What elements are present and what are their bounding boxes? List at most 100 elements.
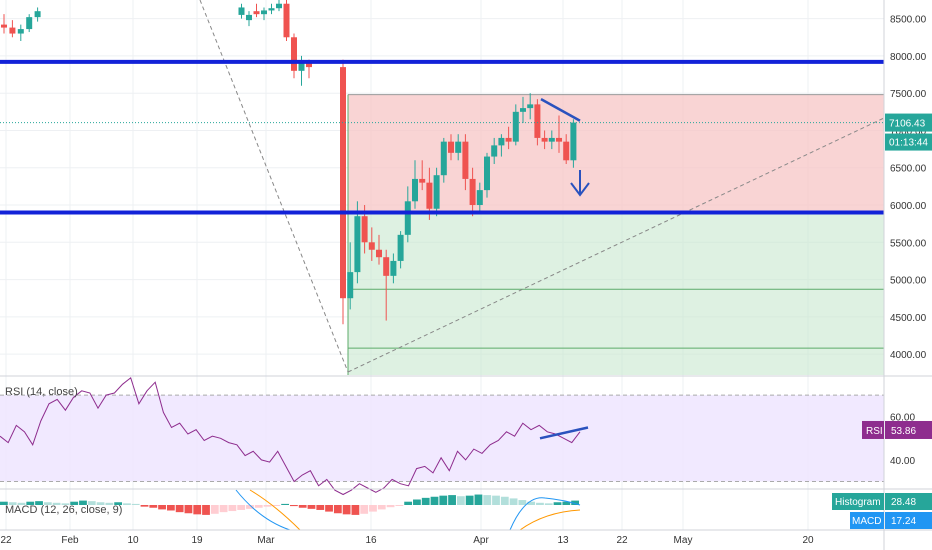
histogram-tag-name bbox=[832, 493, 884, 510]
histogram-value-tag bbox=[885, 493, 932, 510]
macd-histogram-bar bbox=[448, 495, 456, 505]
macd-histogram-bar bbox=[272, 505, 281, 506]
candle-body bbox=[397, 234, 404, 261]
candle-body bbox=[361, 216, 368, 243]
candle-body bbox=[455, 141, 462, 153]
macd-signal-line-right bbox=[519, 509, 581, 531]
macd-histogram-bar bbox=[395, 505, 404, 506]
rsi-tag-label: RSI bbox=[866, 426, 883, 437]
countdown-label: 01:13:44 bbox=[889, 138, 928, 149]
macd-histogram-bar bbox=[237, 505, 246, 510]
macd-histogram-bar bbox=[123, 503, 131, 505]
macd-histogram-bar bbox=[254, 505, 263, 508]
candle-body bbox=[448, 141, 454, 153]
macd-histogram-bar bbox=[571, 500, 579, 505]
candle-body bbox=[498, 137, 505, 146]
macd-panel bbox=[0, 489, 581, 531]
macd-histogram-bar bbox=[544, 503, 553, 505]
candle-body bbox=[368, 242, 375, 250]
macd-histogram-bar bbox=[70, 501, 79, 505]
trend-line-up bbox=[347, 117, 885, 373]
price-tick-label: 7500.00 bbox=[890, 89, 927, 100]
macd-tag-name bbox=[850, 512, 884, 529]
macd-histogram-bar bbox=[518, 500, 527, 505]
macd-histogram-bar bbox=[413, 499, 421, 505]
macd-histogram-bar bbox=[79, 500, 87, 505]
last-price-label: 7106.43 bbox=[889, 119, 926, 130]
candle-body bbox=[26, 17, 33, 30]
candle-body bbox=[261, 10, 267, 15]
x-tick-label: 22 bbox=[616, 535, 628, 546]
candle-body bbox=[276, 3, 282, 9]
rsi-panel bbox=[0, 376, 884, 496]
rsi-indicator-label[interactable]: RSI (14, close) bbox=[5, 386, 78, 398]
macd-histogram-bar bbox=[140, 505, 149, 507]
candle-body bbox=[253, 11, 260, 15]
macd-histogram-bar bbox=[281, 503, 289, 505]
macd-histogram-bar bbox=[562, 501, 571, 505]
price-tick-label: 8500.00 bbox=[890, 15, 927, 26]
x-tick-label: Feb bbox=[61, 535, 79, 546]
candle-body bbox=[383, 257, 390, 276]
histogram-value: 28.48 bbox=[891, 497, 916, 508]
macd-histogram-bar bbox=[8, 502, 17, 505]
macd-histogram-bar bbox=[492, 495, 500, 505]
macd-histogram-bar bbox=[43, 502, 52, 505]
macd-histogram-bar bbox=[553, 502, 562, 505]
macd-histogram-bar bbox=[228, 505, 237, 512]
candle-body bbox=[484, 156, 490, 191]
x-tick-label: 13 bbox=[557, 535, 569, 546]
macd-histogram-bar bbox=[158, 505, 166, 510]
macd-histogram-bar bbox=[17, 502, 26, 505]
macd-histogram-bar bbox=[166, 505, 175, 511]
candle-body bbox=[534, 104, 541, 138]
price-tick-label: 8000.00 bbox=[890, 52, 927, 63]
macd-histogram-bar bbox=[175, 505, 184, 513]
macd-histogram-bar bbox=[52, 502, 61, 505]
macd-histogram-bar bbox=[316, 505, 325, 510]
macd-histogram-bar bbox=[246, 505, 254, 509]
macd-histogram-bar bbox=[307, 505, 316, 509]
x-tick-label: Apr bbox=[473, 535, 489, 546]
price-tick-label: 4500.00 bbox=[890, 313, 927, 324]
last-price-tag bbox=[885, 113, 932, 132]
macd-histogram-bar bbox=[483, 495, 492, 505]
rsi-value-tag bbox=[885, 420, 932, 439]
macd-histogram-bar bbox=[474, 494, 483, 505]
x-tick-label: 20 bbox=[802, 535, 814, 546]
macd-histogram-bar bbox=[527, 501, 536, 505]
candle-body bbox=[298, 63, 305, 71]
candle-body bbox=[527, 104, 534, 109]
candle-body bbox=[34, 11, 41, 18]
candle-body bbox=[1, 24, 7, 28]
macd-histogram-bar bbox=[35, 501, 43, 505]
candle-body bbox=[512, 111, 519, 142]
down-arrow-icon bbox=[570, 170, 590, 197]
macd-histogram-bar bbox=[184, 505, 193, 514]
candle-body bbox=[505, 137, 512, 142]
macd-histogram-bar bbox=[421, 497, 430, 505]
macd-histogram-bar bbox=[369, 505, 377, 512]
candle-body bbox=[390, 260, 397, 276]
x-tick-label: May bbox=[674, 535, 693, 546]
macd-histogram-bar bbox=[290, 505, 298, 507]
candle-body bbox=[469, 178, 476, 206]
macd-histogram-bar bbox=[360, 505, 369, 514]
macd-histogram-bar bbox=[131, 503, 140, 505]
x-tick-label: 19 bbox=[191, 535, 203, 546]
macd-histogram-bar bbox=[87, 501, 96, 505]
candle-body bbox=[563, 141, 570, 161]
macd-histogram-bar bbox=[536, 502, 544, 505]
macd-histogram-bar bbox=[202, 505, 210, 515]
macd-histogram-bar bbox=[430, 496, 439, 505]
macd-label: MACD bbox=[852, 516, 881, 527]
macd-histogram-bar bbox=[210, 505, 219, 514]
macd-histogram-bar bbox=[351, 505, 360, 515]
candle-body bbox=[404, 201, 411, 235]
candle-body bbox=[419, 178, 426, 183]
macd-signal-line bbox=[249, 489, 301, 531]
candle-body bbox=[491, 145, 498, 157]
candle-body bbox=[433, 175, 440, 209]
macd-indicator-label[interactable]: MACD (12, 26, close, 9) bbox=[5, 504, 122, 516]
macd-line-right bbox=[509, 497, 581, 531]
